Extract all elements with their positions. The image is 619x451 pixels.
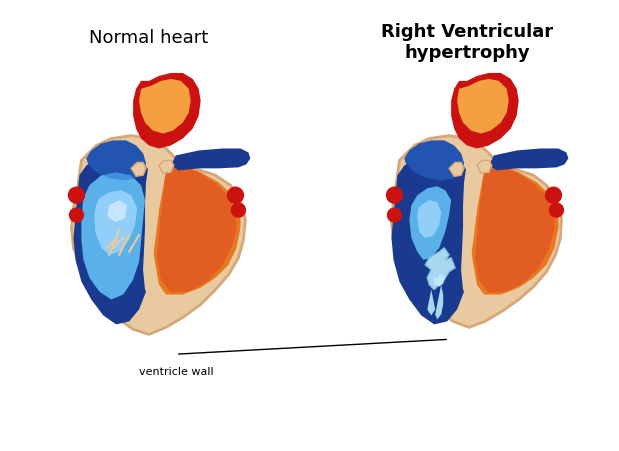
Circle shape	[386, 187, 402, 203]
Polygon shape	[82, 172, 145, 299]
Polygon shape	[143, 161, 166, 298]
Circle shape	[550, 203, 563, 217]
Polygon shape	[74, 156, 153, 324]
Polygon shape	[139, 79, 191, 133]
Polygon shape	[449, 162, 464, 176]
Polygon shape	[425, 248, 455, 290]
Polygon shape	[489, 148, 568, 170]
Polygon shape	[87, 141, 146, 180]
Polygon shape	[159, 161, 174, 173]
Polygon shape	[404, 141, 464, 180]
Polygon shape	[171, 148, 250, 170]
Polygon shape	[457, 79, 509, 133]
Polygon shape	[391, 156, 471, 324]
Polygon shape	[435, 285, 443, 319]
Polygon shape	[409, 186, 451, 260]
Polygon shape	[94, 190, 137, 255]
Polygon shape	[475, 162, 555, 293]
Polygon shape	[404, 141, 464, 180]
Polygon shape	[477, 161, 492, 173]
Polygon shape	[153, 162, 240, 295]
Polygon shape	[107, 200, 127, 222]
Circle shape	[69, 208, 84, 222]
Polygon shape	[451, 73, 519, 148]
Text: Right Ventricular
hypertrophy: Right Ventricular hypertrophy	[381, 23, 553, 62]
Polygon shape	[461, 161, 484, 298]
Polygon shape	[391, 136, 561, 327]
Polygon shape	[433, 274, 445, 287]
Text: Normal heart: Normal heart	[89, 29, 209, 47]
Polygon shape	[133, 73, 201, 148]
Circle shape	[232, 203, 245, 217]
Polygon shape	[131, 162, 146, 176]
Circle shape	[545, 187, 561, 203]
Polygon shape	[71, 136, 245, 334]
Circle shape	[387, 208, 402, 222]
Polygon shape	[157, 162, 236, 293]
Polygon shape	[417, 200, 441, 238]
Polygon shape	[87, 141, 146, 180]
Circle shape	[69, 187, 84, 203]
Polygon shape	[427, 290, 435, 315]
Circle shape	[228, 187, 243, 203]
Text: ventricle wall: ventricle wall	[139, 367, 213, 377]
Polygon shape	[471, 162, 558, 295]
